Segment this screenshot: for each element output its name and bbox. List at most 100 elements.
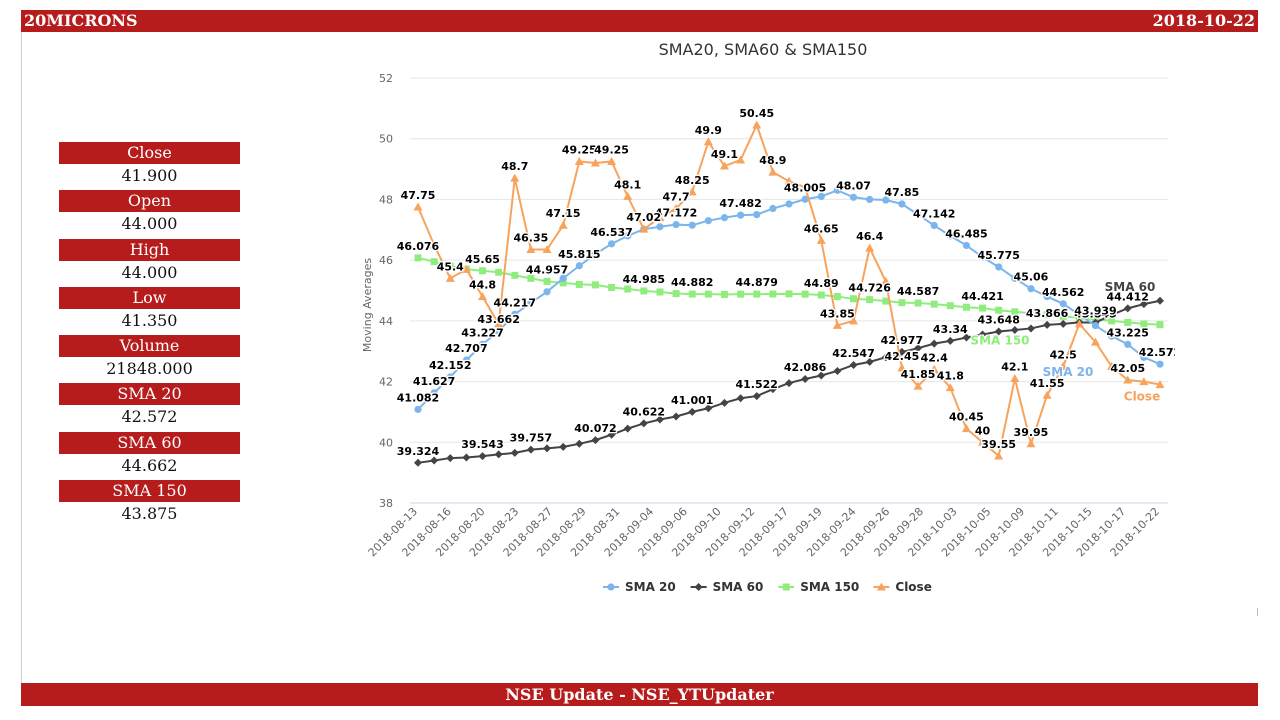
data-point xyxy=(655,415,664,424)
data-point xyxy=(785,200,793,208)
data-label: 48.1 xyxy=(614,178,641,191)
y-tick-label: 50 xyxy=(379,133,393,146)
data-point xyxy=(591,250,600,258)
data-point xyxy=(946,302,954,310)
data-point xyxy=(640,287,648,295)
data-point xyxy=(817,291,825,299)
data-point xyxy=(510,173,520,182)
data-point xyxy=(494,450,503,459)
data-point xyxy=(430,258,438,266)
data-label: 40.072 xyxy=(574,422,616,435)
data-point xyxy=(898,299,906,307)
data-point xyxy=(575,439,584,448)
data-point xyxy=(1091,321,1100,330)
data-point xyxy=(430,456,439,465)
series-end-label: SMA 20 xyxy=(1043,365,1094,379)
data-label: 41.082 xyxy=(397,391,439,404)
data-point xyxy=(866,296,874,304)
data-point xyxy=(737,290,745,298)
data-point xyxy=(704,404,713,413)
chart-legend: SMA 20 SMA 60 SMA 150 Close xyxy=(603,580,932,594)
data-point xyxy=(720,398,729,407)
data-point xyxy=(737,211,745,219)
data-point xyxy=(671,204,681,213)
data-point xyxy=(961,424,971,433)
data-point xyxy=(1043,311,1051,319)
data-point xyxy=(784,176,794,185)
data-point xyxy=(1123,304,1132,313)
data-point xyxy=(720,214,729,222)
data-point xyxy=(543,288,551,296)
legend-item: SMA 20 xyxy=(625,580,676,594)
data-point xyxy=(591,436,600,445)
data-label: 43.845 xyxy=(1074,308,1116,321)
data-point xyxy=(527,274,535,282)
data-point xyxy=(1140,353,1148,361)
data-label: 44.882 xyxy=(671,276,713,289)
report-date: 2018-10-22 xyxy=(1152,11,1255,30)
data-point xyxy=(526,245,536,254)
data-point xyxy=(623,191,633,200)
data-label: 47.85 xyxy=(885,186,920,199)
stat-label-low: Low xyxy=(59,286,240,309)
data-point xyxy=(736,155,746,164)
data-label: 43.662 xyxy=(477,313,519,326)
data-point xyxy=(543,444,552,453)
data-point xyxy=(946,232,954,240)
stat-label-volume: Volume xyxy=(59,335,240,358)
data-point xyxy=(929,364,939,373)
data-point xyxy=(785,290,793,298)
data-point xyxy=(494,319,504,328)
data-point xyxy=(865,243,875,252)
data-label: 43.939 xyxy=(1074,305,1116,318)
series-end-label: Close xyxy=(1124,390,1160,404)
y-tick-label: 52 xyxy=(379,72,393,85)
data-point xyxy=(1043,292,1051,301)
stat-value-close: 41.900 xyxy=(121,166,178,185)
data-label: 39.324 xyxy=(397,445,440,458)
stat-value-sma60: 44.662 xyxy=(121,455,178,475)
data-point xyxy=(462,453,471,462)
data-label: 41.8 xyxy=(937,370,964,383)
data-point xyxy=(801,195,809,203)
data-point xyxy=(876,582,886,591)
data-point xyxy=(413,202,423,211)
data-point xyxy=(850,295,858,303)
data-label: 45.4 xyxy=(437,260,464,273)
data-label: 43.648 xyxy=(977,314,1019,327)
data-label: 40 xyxy=(975,424,991,437)
data-point xyxy=(1011,274,1019,282)
data-point xyxy=(995,263,1003,271)
data-point xyxy=(559,279,567,287)
data-point xyxy=(881,276,891,285)
scroll-tick xyxy=(1257,608,1258,616)
data-label: 42.572 xyxy=(1139,346,1175,359)
data-point xyxy=(656,288,664,296)
data-point xyxy=(946,336,955,345)
data-point xyxy=(446,454,455,463)
data-point xyxy=(979,304,987,312)
data-point xyxy=(429,240,439,249)
data-point xyxy=(543,277,551,285)
data-point xyxy=(445,273,455,282)
data-label: 41.85 xyxy=(901,368,936,381)
data-label: 47.75 xyxy=(401,189,436,202)
data-point xyxy=(930,221,938,230)
data-point xyxy=(1155,380,1165,389)
data-label: 39.543 xyxy=(461,438,503,451)
data-point xyxy=(703,137,713,146)
data-point xyxy=(1010,325,1019,334)
data-label: 49.1 xyxy=(711,148,738,161)
y-tick-label: 42 xyxy=(379,376,393,389)
data-point xyxy=(1107,361,1117,370)
data-point xyxy=(832,320,842,329)
data-point xyxy=(414,254,422,262)
data-point xyxy=(1027,285,1035,293)
x-axis-ticks: 2018-08-132018-08-162018-08-202018-08-23… xyxy=(366,505,1162,559)
data-label: 48.005 xyxy=(784,181,826,194)
data-label: 44.985 xyxy=(623,273,665,286)
stat-label-sma20: SMA 20 xyxy=(59,383,240,406)
data-point xyxy=(575,280,583,288)
data-point xyxy=(752,392,761,401)
